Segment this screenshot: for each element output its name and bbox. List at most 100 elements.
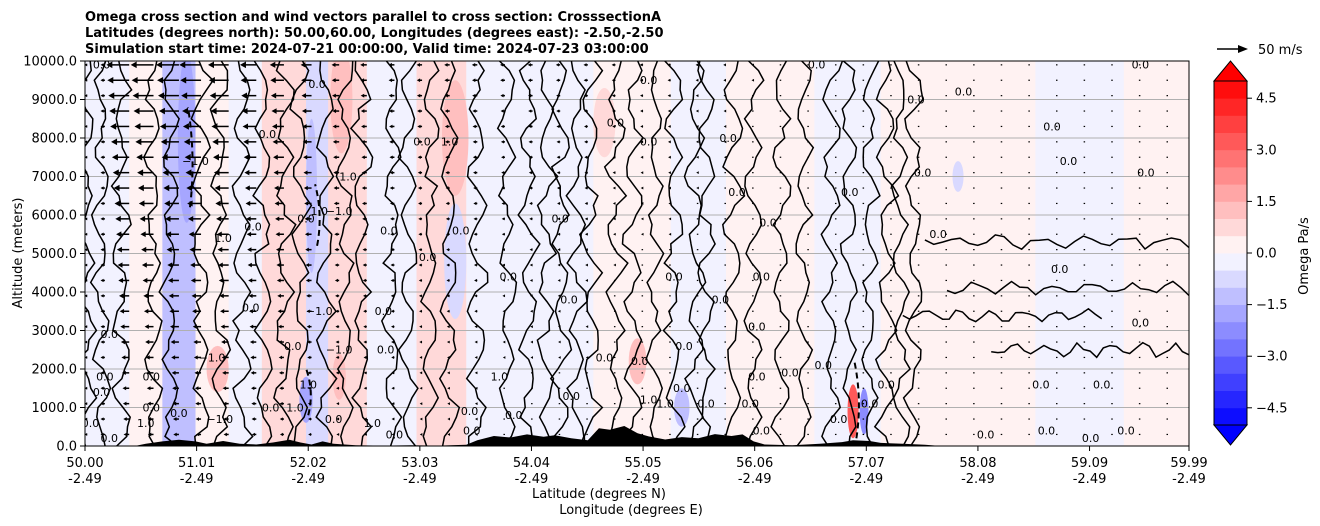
wind-vector-head xyxy=(118,277,124,284)
wind-vector-head xyxy=(165,231,172,238)
wind-vector-head xyxy=(303,170,308,175)
y-tick-label: 8000.0 xyxy=(32,132,78,147)
wind-vector-head xyxy=(85,63,88,67)
contour-line xyxy=(517,61,541,446)
contour-label: 0.0 xyxy=(1043,120,1061,133)
wind-vector-head xyxy=(501,201,505,206)
wind-vector-head xyxy=(363,371,367,375)
wind-vector-head xyxy=(169,308,174,314)
wind-vector-head xyxy=(100,170,104,175)
wind-vector-head xyxy=(274,201,279,206)
wind-vector-head xyxy=(276,262,281,268)
contour-label: 0.0 xyxy=(380,224,398,237)
wind-vector-head xyxy=(363,309,367,313)
contour-label: 0.0 xyxy=(1082,432,1100,445)
wind-vector-head xyxy=(335,371,339,375)
wind-vector-head xyxy=(361,155,365,160)
colorbar-level xyxy=(1214,407,1247,426)
wind-vector-head xyxy=(529,201,533,206)
wind-vector-head xyxy=(300,62,306,68)
x-tick-label-lat: 52.02 xyxy=(290,456,327,471)
wind-vector-head xyxy=(250,370,255,375)
wind-vector-head xyxy=(474,294,477,298)
wind-vector-head xyxy=(555,78,560,82)
wind-vector-head xyxy=(100,278,104,283)
wind-vector-head xyxy=(419,417,423,421)
contour-line xyxy=(397,61,419,446)
wind-vectors xyxy=(85,61,1169,437)
wind-vector-head xyxy=(446,294,450,298)
wind-vector-head xyxy=(251,386,255,391)
contour-label: 0.0 xyxy=(101,328,119,341)
wind-vector-head xyxy=(530,309,533,313)
wind-vector-head xyxy=(472,109,476,113)
wind-vector-head xyxy=(85,340,88,344)
wind-vector-head xyxy=(641,232,644,236)
wind-vector-head xyxy=(502,278,505,282)
wind-vector-head xyxy=(419,325,422,329)
wind-vector-head xyxy=(417,170,421,175)
wind-vector-head xyxy=(585,356,589,359)
wind-vector-head xyxy=(249,324,254,329)
wind-vector-head xyxy=(557,294,561,298)
wind-vector-head xyxy=(361,170,365,175)
wind-vector-head xyxy=(179,61,186,69)
wind-vector-head xyxy=(144,324,149,329)
wind-vector-head xyxy=(446,325,450,329)
colorbar-level xyxy=(1214,98,1247,116)
wind-vector-head xyxy=(389,155,393,160)
wind-vector-head xyxy=(181,92,188,99)
contour-label: 0.0 xyxy=(560,294,578,307)
wind-vector-head xyxy=(85,432,88,436)
wind-vector-head xyxy=(170,339,175,345)
wind-vector-head xyxy=(100,140,104,144)
wind-vector-head xyxy=(273,170,279,176)
wind-vector-head xyxy=(613,248,616,252)
wind-vector-head xyxy=(109,107,116,115)
contour-label: 0.0 xyxy=(1032,378,1050,391)
colorbar-level xyxy=(1214,201,1247,219)
wind-vector-head xyxy=(240,76,247,84)
contour-line xyxy=(578,61,604,446)
x-tick-label-lat: 53.03 xyxy=(401,456,438,471)
wind-vector-head xyxy=(135,138,142,146)
wind-vector-head xyxy=(389,186,393,190)
wind-vector-head xyxy=(556,186,560,190)
contour-label: 0.0 xyxy=(1132,59,1150,72)
wind-vector-head xyxy=(336,417,340,421)
x-tick-label-lon: -2.49 xyxy=(403,472,437,487)
wind-vector-head xyxy=(121,355,126,360)
contour-label: 0.0 xyxy=(93,59,111,72)
contour-line xyxy=(420,61,440,446)
wind-vector-head xyxy=(123,432,127,437)
contour-label: 0.0 xyxy=(143,401,161,414)
contour-label: 0.0 xyxy=(500,270,518,283)
wind-vector-head xyxy=(100,93,104,98)
wind-vector-head xyxy=(585,248,588,252)
wind-vector-head xyxy=(473,201,477,206)
wind-vector-head xyxy=(445,201,449,206)
wind-vector-head xyxy=(360,62,364,67)
wind-vector-head xyxy=(363,325,367,329)
contour-label: 1.0 xyxy=(311,205,329,218)
wind-vector-head xyxy=(447,402,450,406)
wind-vector-head xyxy=(193,355,198,360)
wind-vector-head xyxy=(585,309,589,313)
wind-vector-head xyxy=(306,309,310,314)
wind-vector-head xyxy=(500,93,504,98)
contour-line xyxy=(924,234,1189,251)
wind-vector-head xyxy=(189,246,195,253)
wind-vector-head xyxy=(195,432,200,437)
wind-vector-head xyxy=(242,123,249,130)
contour-label: 0.0 xyxy=(929,228,947,241)
wind-vector-head xyxy=(557,201,560,205)
wind-vector-head xyxy=(500,109,504,113)
wind-vector-head xyxy=(363,386,367,390)
wind-vector-head xyxy=(723,78,727,82)
wind-vector-head xyxy=(362,263,366,267)
wind-vector-head xyxy=(667,63,671,67)
wind-vector-head xyxy=(100,247,104,252)
contour-label: 0.0 xyxy=(814,359,832,372)
omega-contours xyxy=(85,61,1189,446)
wind-vector-head xyxy=(584,140,588,144)
